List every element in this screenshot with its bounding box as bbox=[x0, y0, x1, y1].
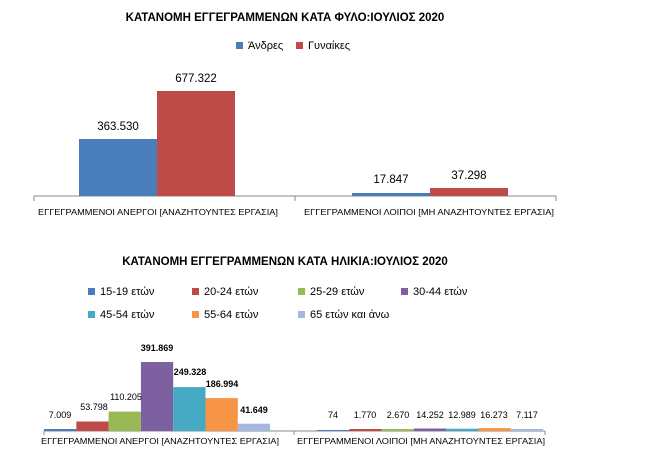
bar-25-29-other bbox=[381, 429, 414, 431]
data-label-45-54-unemployed: 249.328 bbox=[174, 367, 207, 377]
data-label-men-unemployed: 363.530 bbox=[97, 121, 139, 133]
legend-label-65plus: 65 ετών και άνω bbox=[310, 309, 390, 321]
legend-swatch-45-54 bbox=[88, 311, 95, 318]
bar-25-29-unemployed bbox=[108, 411, 141, 431]
legend-label-15-19: 15-19 ετών bbox=[100, 286, 155, 298]
data-label-55-64-unemployed: 186.994 bbox=[206, 379, 239, 389]
legend-swatch-20-24 bbox=[192, 288, 199, 295]
bar-30-44-unemployed bbox=[140, 362, 174, 431]
data-label-15-19-other: 74 bbox=[328, 410, 338, 420]
data-label-men-other: 17.847 bbox=[373, 174, 408, 186]
bar-15-19-other bbox=[317, 430, 350, 431]
bar-men-unemployed bbox=[79, 139, 157, 196]
data-label-45-54-other: 12.989 bbox=[448, 410, 476, 420]
data-label-20-24-unemployed: 53.798 bbox=[80, 402, 108, 412]
legend-swatch-25-29 bbox=[298, 288, 305, 295]
bar-45-54-other bbox=[446, 428, 479, 431]
bar-55-64-unemployed bbox=[205, 398, 238, 431]
legend-label-45-54: 45-54 ετών bbox=[100, 309, 155, 321]
data-label-65plus-unemployed: 41.649 bbox=[240, 405, 268, 415]
legend-swatch-15-19 bbox=[88, 288, 95, 295]
legend-label-men: Άνδρες bbox=[248, 40, 283, 52]
bar-men-other bbox=[352, 193, 430, 196]
category-label-unemployed: ΕΓΓΕΓΡΑΜΜΕΝΟΙ ΑΝΕΡΓΟΙ [ΑΝΑΖΗΤΟΥΝΤΕΣ ΕΡΓΑ… bbox=[41, 437, 279, 446]
bar-45-54-unemployed bbox=[173, 387, 206, 431]
data-label-women-other: 37.298 bbox=[451, 170, 486, 182]
bar-65plus-unemployed bbox=[237, 423, 271, 431]
data-label-25-29-unemployed: 110.205 bbox=[110, 392, 142, 402]
bar-women-other bbox=[430, 188, 508, 196]
legend-label-20-24: 20-24 ετών bbox=[204, 286, 259, 298]
bar-30-44-other bbox=[413, 428, 447, 431]
legend-swatch-women bbox=[296, 42, 303, 49]
data-label-15-19-unemployed: 7.009 bbox=[49, 410, 72, 420]
category-label-unemployed: ΕΓΓΕΓΡΑΜΜΕΝΟΙ ΑΝΕΡΓΟΙ [ΑΝΑΖΗΤΟΥΝΤΕΣ ΕΡΓΑ… bbox=[38, 208, 278, 217]
data-label-55-64-other: 16.273 bbox=[480, 410, 508, 420]
chart-title: ΚΑΤΑΝΟΜΗ ΕΓΓΕΓΡΑΜΜΕΝΩΝ ΚΑΤΑ ΗΛΙΚΙΑ:ΙΟΥΛΙ… bbox=[122, 256, 448, 268]
legend-swatch-55-64 bbox=[192, 311, 199, 318]
bar-20-24-unemployed bbox=[76, 421, 109, 431]
bar-women-unemployed bbox=[157, 91, 235, 196]
legend-swatch-30-44 bbox=[401, 288, 408, 295]
data-label-20-24-other: 1.770 bbox=[354, 410, 377, 420]
data-label-women-unemployed: 677.322 bbox=[175, 73, 217, 85]
chart-sex: ΚΑΤΑΝΟΜΗ ΕΓΓΕΓΡΑΜΜΕΝΩΝ ΚΑΤΑ ΦΥΛΟ:ΙΟΥΛΙΟΣ… bbox=[33, 12, 557, 217]
bar-55-64-other bbox=[478, 428, 511, 431]
chart-title: ΚΑΤΑΝΟΜΗ ΕΓΓΕΓΡΑΜΜΕΝΩΝ ΚΑΤΑ ΦΥΛΟ:ΙΟΥΛΙΟΣ… bbox=[126, 12, 445, 24]
data-label-25-29-other: 2.670 bbox=[387, 410, 410, 420]
legend-label-30-44: 30-44 ετών bbox=[413, 286, 468, 298]
legend-swatch-65plus bbox=[298, 311, 305, 318]
category-label-other: ΕΓΓΕΓΡΑΜΜΕΝΟΙ ΛΟΙΠΟΙ [ΜΗ ΑΝΑΖΗΤΟΥΝΤΕΣ ΕΡ… bbox=[297, 437, 545, 446]
category-label-other: ΕΓΓΕΓΡΑΜΜΕΝΟΙ ΛΟΙΠΟΙ [ΜΗ ΑΝΑΖΗΤΟΥΝΤΕΣ ΕΡ… bbox=[304, 208, 554, 217]
chart-age: ΚΑΤΑΝΟΜΗ ΕΓΓΕΓΡΑΜΜΕΝΩΝ ΚΑΤΑ ΗΛΙΚΙΑ:ΙΟΥΛΙ… bbox=[41, 256, 546, 446]
legend-label-women: Γυναίκες bbox=[308, 40, 350, 52]
bar-15-19-unemployed bbox=[44, 429, 77, 431]
legend-label-25-29: 25-29 ετών bbox=[310, 286, 365, 298]
bar-20-24-other bbox=[349, 429, 382, 431]
data-label-65plus-other: 7.117 bbox=[516, 410, 538, 420]
data-label-30-44-other: 14.252 bbox=[416, 410, 444, 420]
legend-swatch-men bbox=[236, 42, 243, 49]
bar-65plus-other bbox=[510, 429, 544, 431]
data-label-30-44-unemployed: 391.869 bbox=[141, 343, 174, 353]
legend-label-55-64: 55-64 ετών bbox=[204, 309, 259, 321]
